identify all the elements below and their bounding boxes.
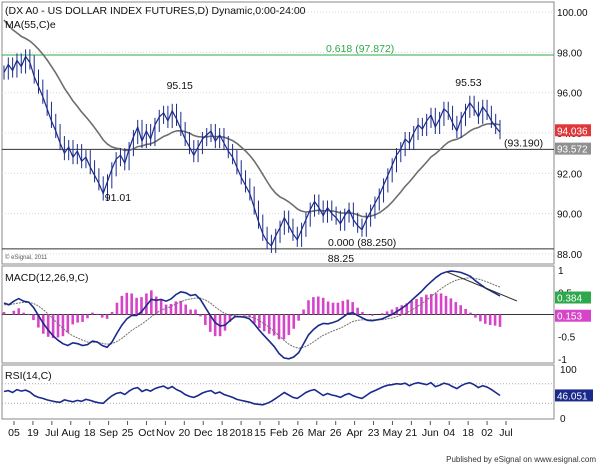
chart-header: (DX A0 - US DOLLAR INDEX FUTURES,D) Dyna… bbox=[5, 5, 306, 17]
macd-y-tick: -0.5 bbox=[558, 333, 576, 344]
ma-badge-value: 93.572 bbox=[557, 145, 588, 156]
price-annotation: 88.25 bbox=[328, 253, 354, 265]
x-tick-label: Dec bbox=[194, 427, 213, 439]
x-tick-label: 15 bbox=[254, 427, 266, 439]
price-y-tick: 100.00 bbox=[557, 8, 588, 19]
x-tick-label: 04 bbox=[443, 427, 455, 439]
x-tick-label: 18 bbox=[462, 427, 474, 439]
x-tick-label: 02 bbox=[481, 427, 493, 439]
copyright-note: © eSignal, 2011 bbox=[5, 254, 48, 261]
macd-trend-line bbox=[446, 271, 518, 302]
price-series-line bbox=[3, 55, 501, 247]
price-annotations: 95.15 91.01 95.53 88.25 bbox=[105, 77, 482, 265]
macd-signal-line bbox=[4, 277, 501, 349]
x-axis-ticks: 05 19 Jul Aug 18 Sep 25 Oct Nov 20 Dec 18 2018 15 Feb 2… bbox=[8, 421, 513, 439]
signal-badge bbox=[555, 309, 591, 322]
price-gridlines bbox=[2, 11, 554, 255]
price-y-tick: 98.00 bbox=[557, 48, 582, 59]
x-tick-label: 2018 bbox=[229, 427, 253, 439]
price-annotation: 91.01 bbox=[105, 192, 131, 204]
x-tick-label: 23 bbox=[368, 427, 380, 439]
rsi-badge bbox=[555, 389, 593, 402]
price-badge bbox=[555, 124, 591, 137]
x-axis-band bbox=[2, 421, 554, 451]
rsi-badge-value: 46.051 bbox=[557, 391, 588, 402]
ma55-series-line bbox=[3, 19, 501, 218]
x-tick-label: Nov bbox=[156, 427, 175, 439]
x-tick-label: 18 bbox=[84, 427, 96, 439]
macd-badge bbox=[555, 291, 591, 304]
x-tick-label: Jul bbox=[499, 427, 512, 439]
x-tick-label: Oct bbox=[138, 427, 154, 439]
macd-legend: MACD(12,26,9,C) bbox=[5, 272, 88, 284]
price-y-tick: 96.00 bbox=[557, 89, 582, 100]
x-tick-label: 21 bbox=[406, 427, 418, 439]
rsi-y-axis: 100 0 bbox=[560, 365, 577, 425]
ma-legend: MA(55,C)e bbox=[5, 19, 56, 31]
x-tick-label: Apr bbox=[346, 427, 363, 439]
price-y-tick: 90.00 bbox=[557, 210, 582, 221]
x-tick-label: 05 bbox=[8, 427, 20, 439]
rsi-series-line bbox=[3, 381, 501, 406]
x-tick-label: 19 bbox=[27, 427, 39, 439]
price-annotation: 95.53 bbox=[455, 77, 481, 89]
x-tick-label: 26 bbox=[330, 427, 342, 439]
x-tick-label: 26 bbox=[292, 427, 304, 439]
rsi-panel-frame bbox=[1, 364, 555, 420]
price-y-tick: 88.00 bbox=[557, 250, 582, 261]
x-tick-label: 25 bbox=[122, 427, 134, 439]
x-tick-label: Mar bbox=[308, 427, 327, 439]
rsi-y-tick: 0 bbox=[560, 414, 566, 425]
ma-badge bbox=[555, 142, 591, 155]
macd-series-line bbox=[3, 270, 501, 360]
x-tick-label: 18 bbox=[216, 427, 228, 439]
x-tick-label: Jul bbox=[45, 427, 58, 439]
rsi-y-tick: 100 bbox=[560, 365, 577, 376]
macd-badge-value: 0.384 bbox=[557, 293, 582, 304]
x-tick-label: Feb bbox=[270, 427, 288, 439]
x-tick-label: 20 bbox=[178, 427, 190, 439]
x-tick-label: Aug bbox=[61, 427, 80, 439]
price-badge-value: 94.036 bbox=[557, 126, 588, 137]
macd-histogram bbox=[2, 290, 502, 340]
signal-badge-value: 0.153 bbox=[557, 312, 582, 323]
fib-level-label: 0.618 (97.872) bbox=[326, 43, 394, 55]
rsi-legend: RSI(14,C) bbox=[5, 370, 52, 382]
price-annotation: 95.15 bbox=[167, 80, 193, 92]
x-tick-label: May bbox=[383, 427, 404, 439]
support-level-label: (93.190) bbox=[504, 137, 543, 149]
x-tick-label: Sep bbox=[99, 427, 118, 439]
macd-y-tick: 1 bbox=[558, 266, 564, 277]
x-tick-label: Jun bbox=[422, 427, 439, 439]
price-bars bbox=[3, 49, 501, 253]
base-level-label: 0.000 (88.250) bbox=[328, 237, 396, 249]
footer-credit: Published by eSignal on www.esignal.com bbox=[446, 455, 596, 464]
price-y-tick: 92.00 bbox=[557, 169, 582, 180]
macd-y-tick: -1 bbox=[558, 355, 567, 366]
